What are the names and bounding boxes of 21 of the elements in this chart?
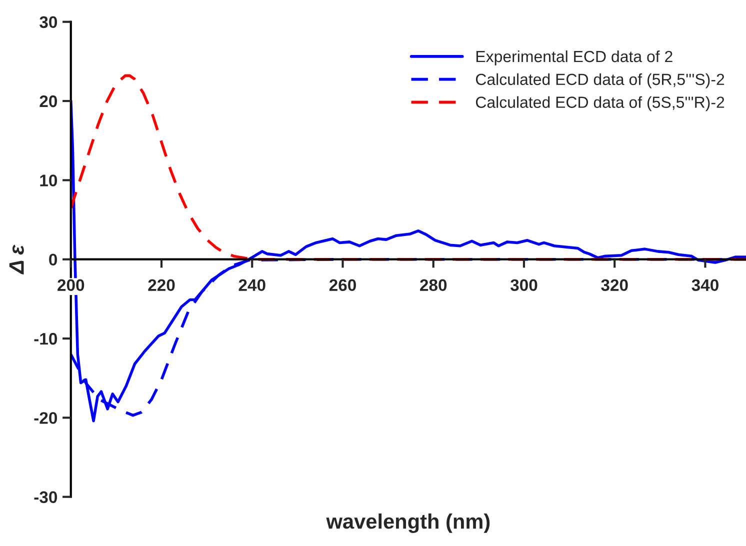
y-tick-label: -10 bbox=[34, 332, 57, 345]
y-tick-label: -20 bbox=[34, 412, 57, 424]
y-tick-label: 30 bbox=[40, 16, 57, 28]
y-tick-label: 10 bbox=[40, 174, 57, 186]
y-tick-label: -30 bbox=[34, 491, 57, 504]
legend-label: Calculated ECD data of (5S,5'''R)-2 bbox=[476, 96, 724, 112]
legend-label: Calculated ECD data of (5R,5'''S)-2 bbox=[476, 73, 724, 88]
y-axis-title: Δ ε bbox=[9, 244, 24, 274]
y-tick-label: 20 bbox=[40, 95, 57, 108]
line-series bbox=[70, 74, 746, 261]
x-tick-label: 280 bbox=[420, 279, 447, 292]
x-tick-label: 300 bbox=[510, 279, 538, 292]
x-tick-label: 200 bbox=[58, 279, 84, 292]
x-tick-label: 340 bbox=[692, 279, 718, 292]
legend-label: Experimental ECD data of 2 bbox=[476, 50, 672, 66]
x-tick-label: 320 bbox=[601, 279, 628, 292]
x-tick-label: 220 bbox=[148, 279, 175, 292]
x-tick-label: 260 bbox=[329, 279, 356, 292]
y-tick-label: 0 bbox=[49, 254, 57, 266]
x-tick-label: 240 bbox=[238, 279, 266, 292]
x-axis-title: wavelength (nm) bbox=[326, 513, 490, 533]
